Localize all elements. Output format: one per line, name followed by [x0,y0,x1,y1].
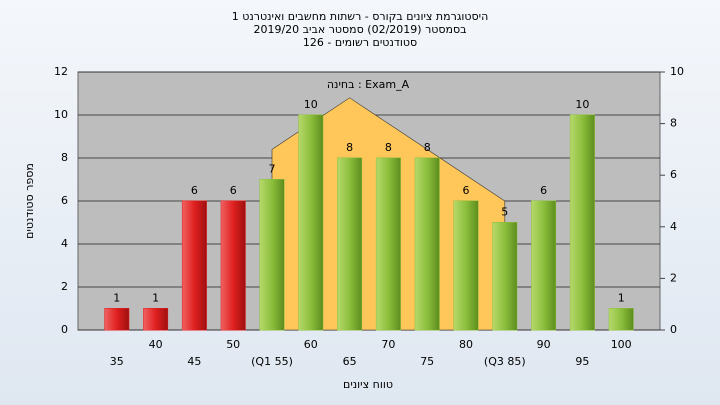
y-tick-label: 12 [54,65,68,78]
y2-tick-label: 8 [670,117,677,130]
x-tick-label: 70 [381,338,395,351]
y2-tick-label: 6 [670,168,677,181]
bar-shade [337,158,362,330]
chart-title: היסטוגרמת ציונים בקורס - רשתות מחשבים וא… [232,10,489,23]
y2-tick-label: 0 [670,323,677,336]
y-tick-label: 4 [61,237,68,250]
bar-shade [182,201,207,330]
data-label: 8 [424,141,431,154]
x-axis-title: טווח ציונים [343,378,393,391]
data-label: 8 [346,141,353,154]
x-tick-label: 90 [537,338,551,351]
bar-shade [570,115,595,330]
x-tick-label: 40 [149,338,163,351]
y-tick-label: 10 [54,108,68,121]
data-label: 6 [230,184,237,197]
data-label: 6 [540,184,547,197]
data-label: 1 [618,292,625,305]
y2-tick-label: 4 [670,220,677,233]
bar-shade [492,222,517,330]
data-label: 1 [152,292,159,305]
annotation: בחינה : Exam_A [327,78,410,91]
x-tick-label: 95 [575,355,589,368]
bar-shade [454,201,478,330]
bar-shade [609,308,634,330]
x-tick-label: 35 [110,355,124,368]
data-label: 7 [269,163,276,176]
y-axis-title: מספר סטודנטים [23,163,36,239]
bar-shade [143,308,168,330]
bar-shade [260,179,284,330]
data-label: 1 [113,292,120,305]
x-tick-label: 75 [420,355,434,368]
x-tick-label: (Q3 85) [484,355,526,368]
x-tick-label: 65 [343,355,357,368]
x-tick-label: 50 [226,338,240,351]
x-tick-label: 45 [187,355,201,368]
data-label: 5 [501,206,508,219]
bar-shade [531,201,556,330]
y2-tick-label: 2 [670,271,677,284]
y-tick-label: 2 [61,280,68,293]
chart-subtitle: בסמסטר (02/2019) סמסטר אביב 2019/20 [253,23,466,36]
x-tick-label: 100 [611,338,632,351]
bar-shade [376,158,401,330]
x-tick-label: 60 [304,338,318,351]
bar-shade [298,115,323,330]
bar-shade [104,308,129,330]
y-tick-label: 6 [61,194,68,207]
y-tick-label: 0 [61,323,68,336]
y2-tick-label: 10 [670,65,684,78]
data-label: 10 [575,98,589,111]
x-tick-label: 80 [459,338,473,351]
chart-subtitle: סטודנטים רשומים - 126 [303,36,417,49]
data-label: 10 [304,98,318,111]
data-label: 6 [463,184,470,197]
data-label: 8 [385,141,392,154]
bar-shade [415,158,440,330]
y-tick-label: 8 [61,151,68,164]
x-tick-label: (Q1 55) [251,355,293,368]
bar-shade [221,201,246,330]
data-label: 6 [191,184,198,197]
